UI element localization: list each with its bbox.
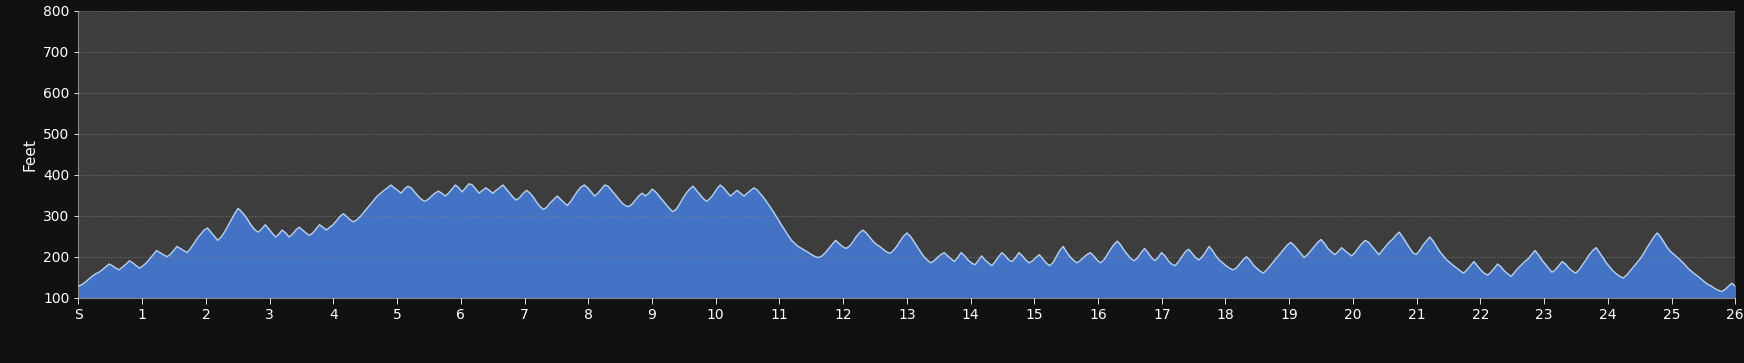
Y-axis label: Feet: Feet: [23, 138, 38, 171]
